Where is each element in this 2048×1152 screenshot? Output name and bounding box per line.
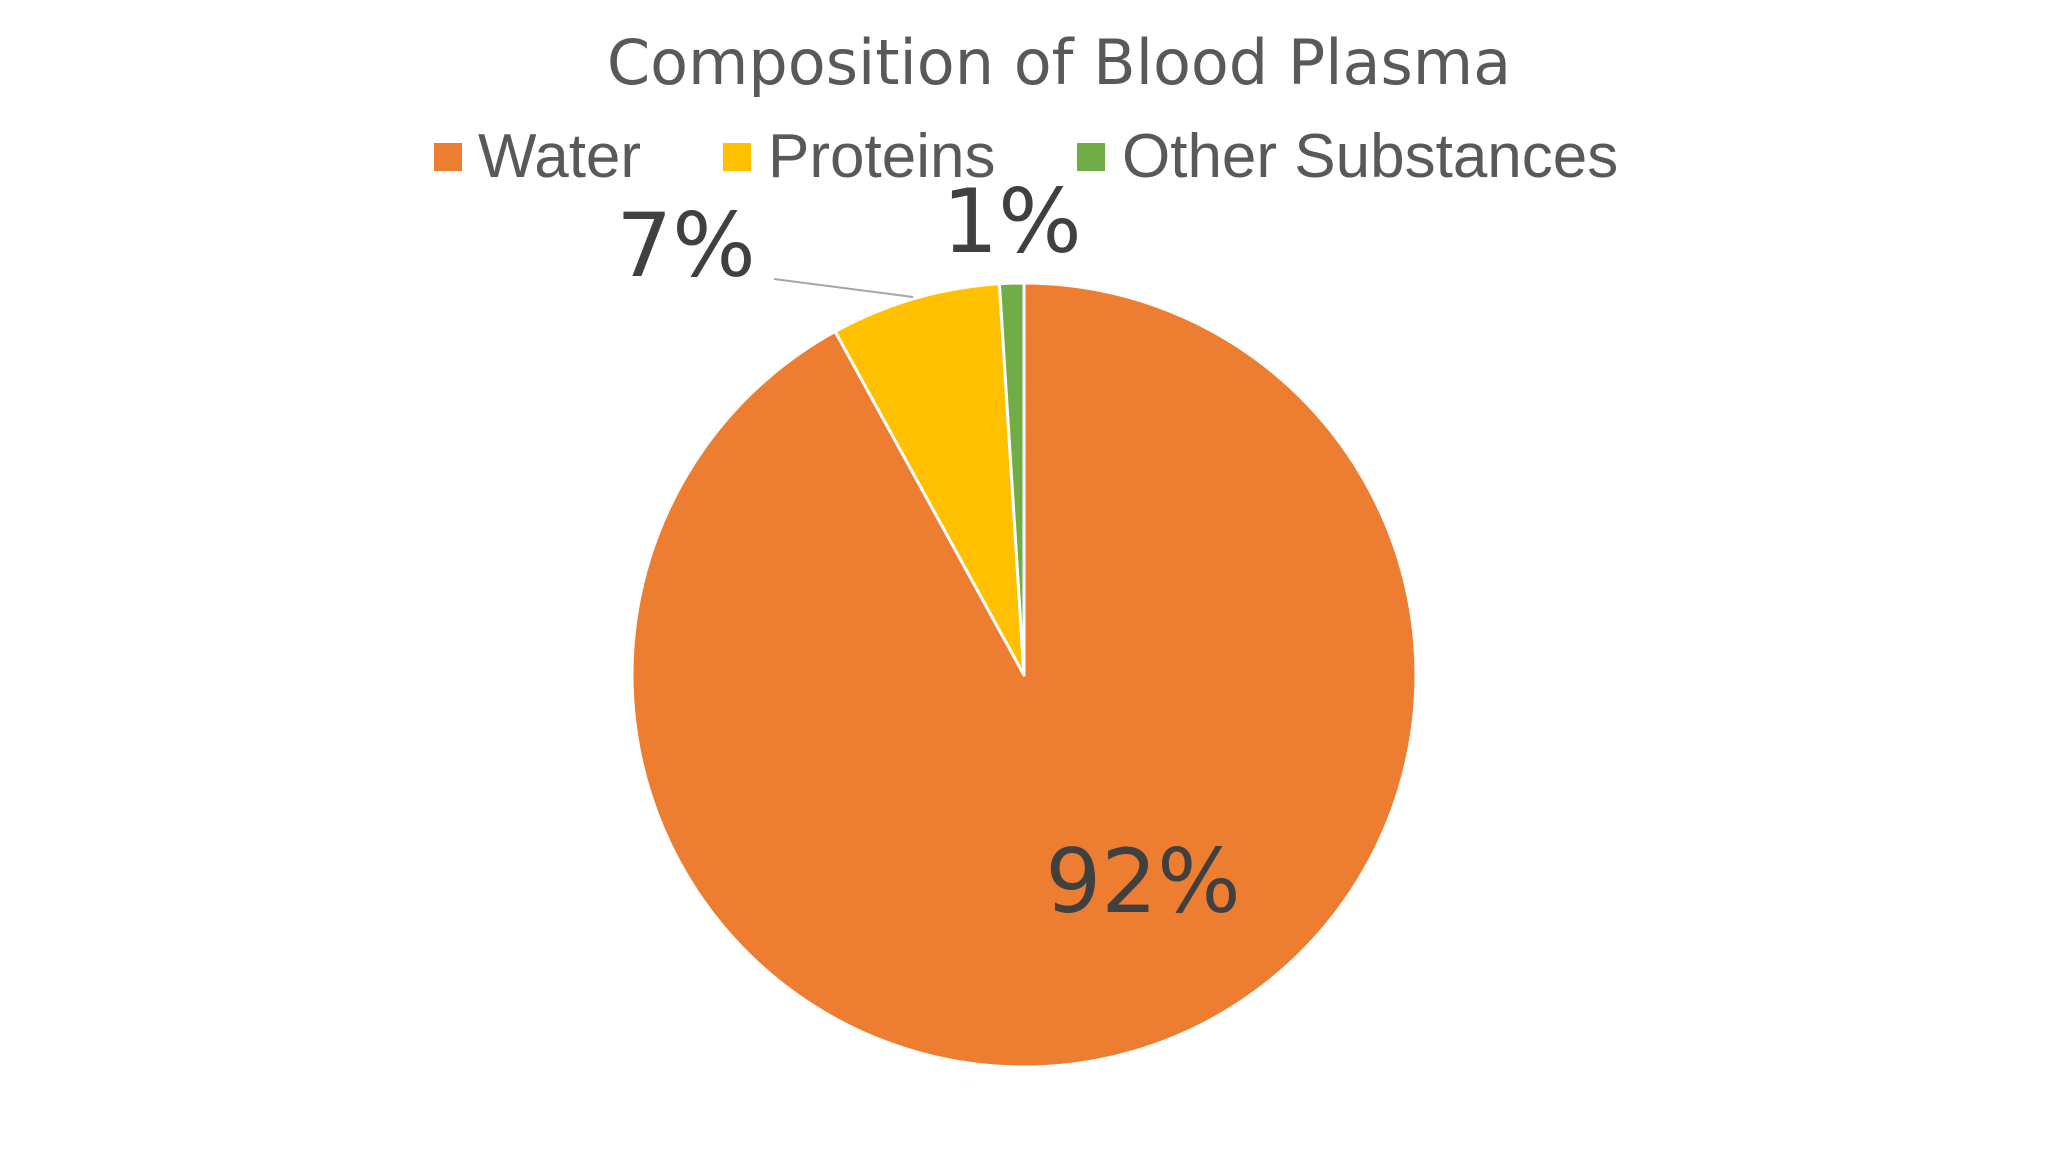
legend-item-proteins: Proteins [723,122,995,191]
legend-label-other-substances: Other Substances [1122,122,1618,191]
legend-swatch-water [434,143,462,171]
data-label-other-substances: 1% [942,170,1082,273]
pie-slices [630,281,1418,1069]
pie-slice-proteins [833,282,1026,677]
legend-swatch-other-substances [1077,143,1105,171]
legend-item-water: Water [434,122,641,191]
legend-item-other-substances: Other Substances [1077,122,1618,191]
legend-label-proteins: Proteins [768,122,995,191]
pie-slice-other-substances [997,281,1026,677]
data-label-water: 92% [1045,830,1241,933]
chart-title: Composition of Blood Plasma [607,26,1511,99]
legend: Water Proteins Other Substances [434,122,1618,191]
legend-swatch-proteins [723,143,751,171]
legend-label-water: Water [478,122,641,191]
data-label-proteins: 7% [616,194,756,297]
proteins-leader-line [773,278,914,298]
